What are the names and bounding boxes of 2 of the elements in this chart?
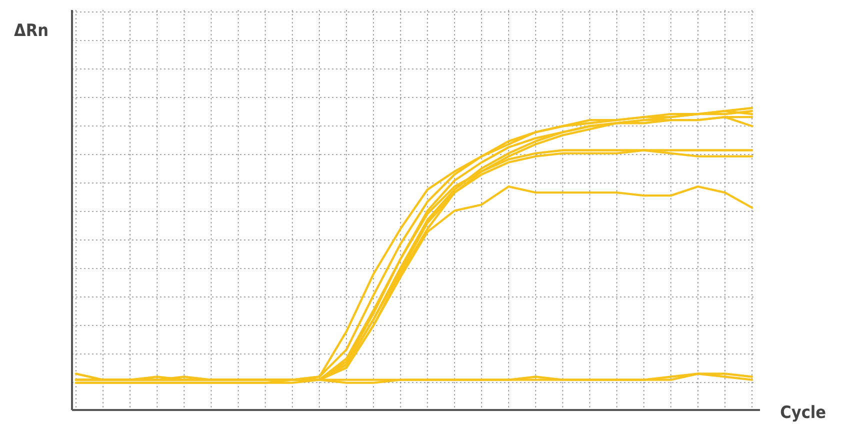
y-axis-title: ΔRn (14, 21, 49, 41)
x-axis-title: Cycle (780, 403, 826, 423)
